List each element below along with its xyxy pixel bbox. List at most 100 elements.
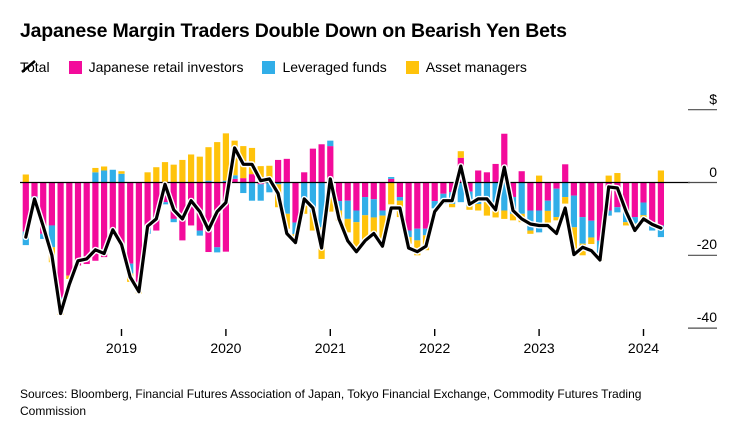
bar-segment	[22, 182, 29, 232]
bar-segment	[327, 146, 334, 183]
x-axis-label: 2019	[105, 340, 138, 356]
bar-segment	[179, 182, 186, 241]
bar-segment	[562, 182, 569, 198]
bar-segment	[248, 174, 256, 183]
bar-segment	[614, 207, 621, 213]
bar-segment	[536, 210, 543, 233]
bar-segment	[527, 182, 534, 211]
leveraged-swatch-icon	[262, 60, 276, 74]
total-line	[24, 146, 663, 316]
bar-segment	[248, 182, 256, 201]
bar-segment	[449, 182, 456, 193]
bar-segment	[214, 247, 221, 253]
bar-segment	[388, 178, 395, 183]
bar-segment	[501, 210, 508, 219]
legend-label: Japanese retail investors	[88, 59, 244, 75]
legend-label: Total	[20, 59, 50, 75]
y-axis-label: 0	[709, 163, 717, 180]
bar-segment	[292, 182, 299, 223]
legend-item-retail: Japanese retail investors	[68, 59, 244, 75]
bar-segment	[318, 144, 325, 183]
bar-segment	[414, 240, 421, 256]
bar-segment	[101, 166, 108, 171]
bar-segment	[396, 182, 403, 198]
bar-segment	[344, 218, 351, 233]
bar-segment	[222, 182, 229, 252]
bar-segment	[57, 182, 64, 298]
x-axis-label: 2022	[419, 340, 451, 356]
bar-segment	[449, 203, 456, 208]
bar-segment	[544, 210, 551, 223]
bar-segment	[509, 213, 517, 221]
bar-segment	[483, 202, 490, 216]
bar-segment	[327, 140, 334, 147]
bar-segment	[118, 171, 125, 174]
bar-segment	[518, 182, 525, 214]
bar-segment	[66, 182, 73, 276]
bar-segment	[422, 228, 430, 236]
bar-segment	[544, 182, 551, 201]
bar-segment	[48, 225, 55, 248]
legend-item-asset: Asset managers	[405, 59, 527, 75]
bar-segment	[266, 165, 273, 182]
bar-segment	[562, 164, 569, 183]
bar-segment	[553, 217, 560, 221]
bar-segment	[83, 182, 90, 265]
bar-segment	[457, 151, 464, 158]
bar-segment	[414, 228, 421, 241]
bar-segment	[196, 156, 203, 183]
y-axis-label: -20	[696, 236, 717, 253]
bar-segment	[74, 182, 82, 266]
bar-segment	[240, 178, 247, 183]
bar-segment	[257, 184, 264, 201]
bar-segment	[501, 133, 508, 183]
sources-note: Sources: Bloomberg, Financial Futures As…	[20, 387, 642, 419]
bar-segment	[570, 182, 577, 196]
bar-segment	[405, 230, 412, 238]
bar-segment	[275, 182, 282, 185]
bar-segment	[614, 173, 621, 183]
bar-segment	[101, 182, 108, 258]
bar-segment	[422, 182, 430, 229]
bar-segment	[536, 175, 543, 183]
bar-segment	[370, 199, 377, 218]
bar-segment	[553, 188, 560, 218]
bar-segment	[501, 182, 508, 211]
legend-label: Asset managers	[425, 59, 527, 75]
bar-segment	[605, 210, 612, 216]
bar-segment	[475, 182, 482, 204]
retail-swatch-icon	[68, 60, 82, 74]
bar-segment	[475, 170, 482, 183]
bar-segment	[379, 215, 386, 245]
bar-segment	[483, 182, 490, 203]
bar-segment	[640, 182, 647, 203]
bar-segment	[205, 180, 212, 183]
bar-segment	[657, 182, 664, 226]
bar-segment	[301, 182, 308, 203]
bar-segment	[440, 182, 447, 194]
bar-segment	[48, 182, 55, 226]
bar-segment	[275, 159, 282, 183]
bar-segment	[631, 217, 638, 224]
bar-segment	[657, 170, 664, 183]
bar-segment	[161, 202, 169, 205]
bar-segment	[153, 167, 160, 183]
bar-segment	[588, 220, 595, 238]
bar-segment	[188, 154, 195, 183]
x-axis-label: 2020	[210, 340, 242, 356]
bar-segment	[118, 173, 125, 183]
bar-segment	[492, 163, 499, 183]
bar-segment	[196, 230, 203, 236]
bar-segment	[379, 182, 386, 211]
bar-segment	[170, 218, 177, 223]
bar-segment	[283, 158, 290, 183]
bar-segment	[109, 182, 116, 233]
bar-segment	[579, 217, 586, 244]
bar-segment	[388, 177, 395, 179]
bar-segment	[475, 203, 482, 211]
y-axis-label: -40	[696, 309, 717, 326]
bar-segment	[109, 169, 116, 183]
bar-segment	[40, 182, 47, 234]
bar-segment	[248, 147, 256, 175]
